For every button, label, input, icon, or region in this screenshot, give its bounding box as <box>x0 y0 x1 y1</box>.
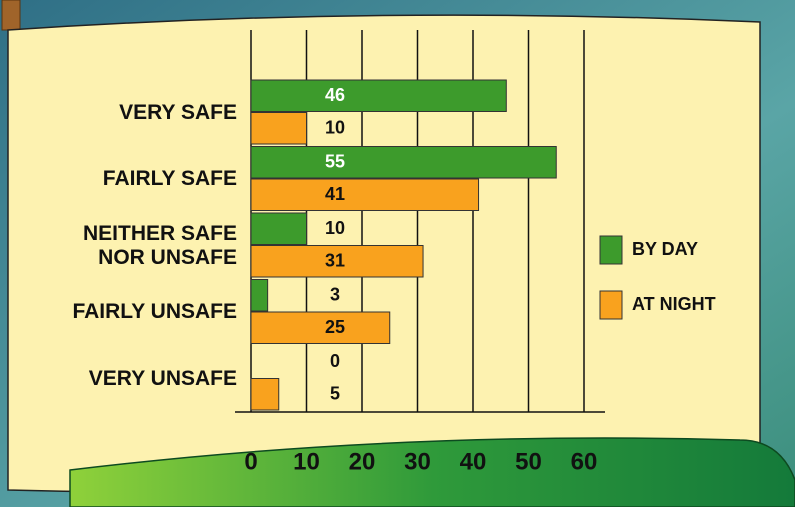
value-label: 25 <box>325 317 345 337</box>
legend-label: BY DAY <box>632 239 698 259</box>
value-label: 5 <box>330 384 340 404</box>
value-label: 10 <box>325 118 345 138</box>
bar <box>250 245 424 278</box>
value-label: 41 <box>325 184 345 204</box>
category-label: FAIRLY UNSAFE <box>72 300 237 323</box>
value-label: 31 <box>325 251 345 271</box>
x-tick-label: 60 <box>571 448 598 475</box>
bar <box>250 112 307 145</box>
value-label: 46 <box>325 85 345 105</box>
banner <box>69 437 795 507</box>
value-label: 55 <box>325 152 345 172</box>
x-tick-label: 10 <box>293 448 320 475</box>
legend-label: AT NIGHT <box>632 294 716 314</box>
value-label: 3 <box>330 285 340 305</box>
bar <box>250 79 507 112</box>
legend-swatch <box>599 290 623 320</box>
pole <box>1 0 21 31</box>
x-tick-label: 40 <box>460 448 487 475</box>
category-label: VERY UNSAFE <box>88 366 237 390</box>
x-tick-label: 0 <box>244 448 257 475</box>
category-label: VERY SAFE <box>119 100 237 124</box>
value-label: 0 <box>330 351 340 371</box>
category-label: NEITHER SAFE NOR UNSAFE <box>82 221 237 269</box>
category-label: FAIRLY SAFE <box>102 167 237 190</box>
x-tick-label: 20 <box>349 448 376 475</box>
bar <box>250 378 280 411</box>
bar <box>250 178 480 211</box>
legend-swatch <box>599 235 623 265</box>
value-label: 10 <box>325 218 345 238</box>
x-tick-label: 50 <box>515 448 542 475</box>
bar <box>250 311 391 344</box>
bar <box>250 146 557 179</box>
bar <box>250 279 269 312</box>
bar <box>250 212 307 245</box>
x-tick-label: 30 <box>404 448 431 475</box>
